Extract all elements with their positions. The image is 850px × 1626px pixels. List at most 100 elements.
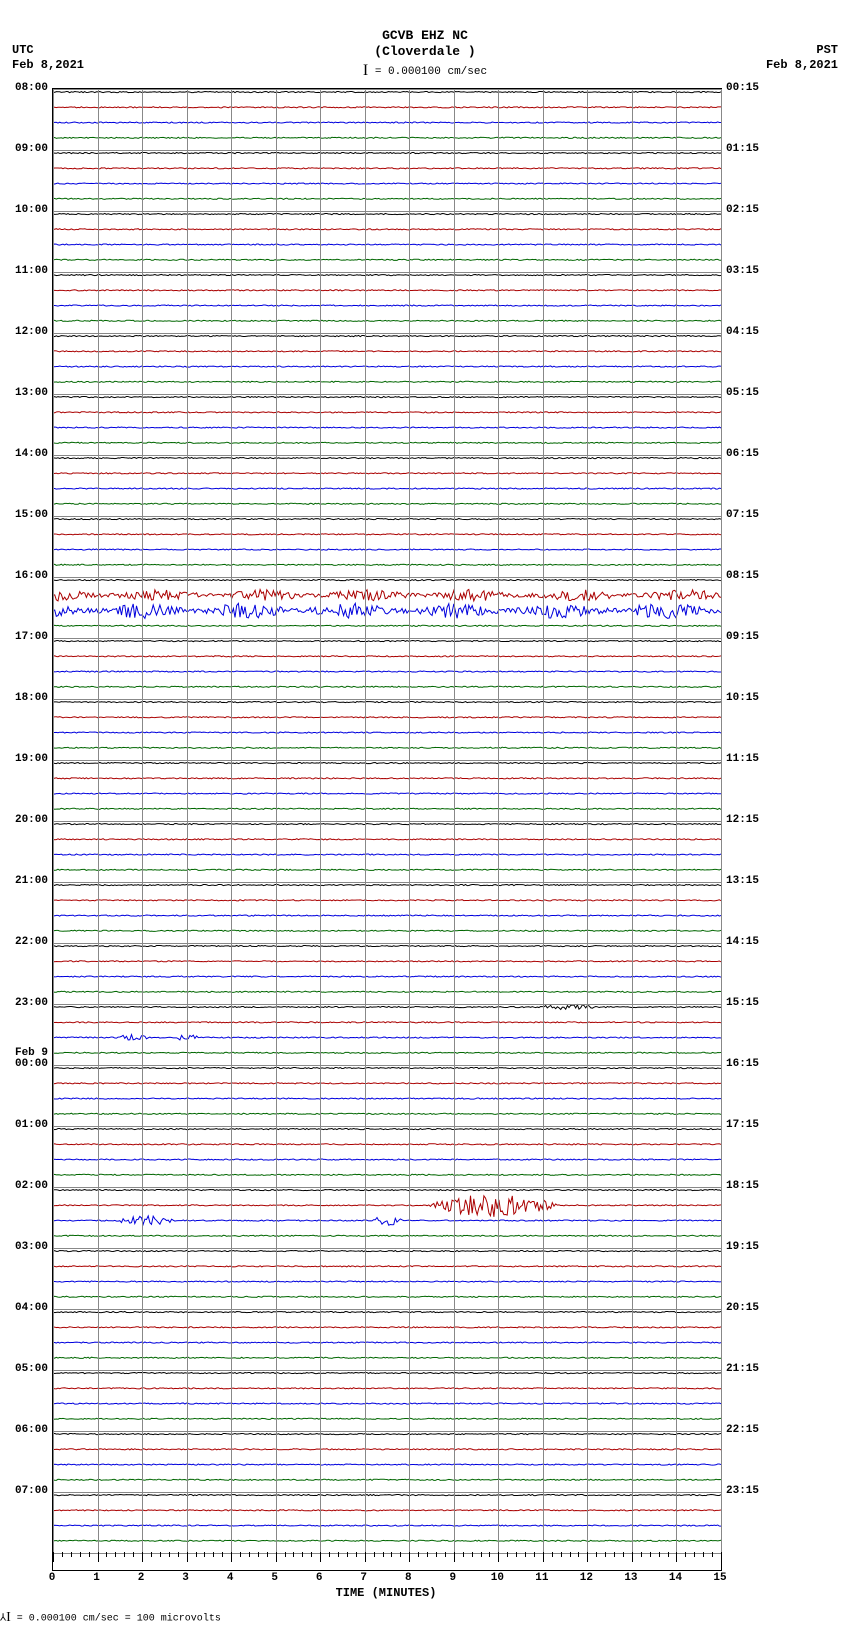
seismic-trace [53,381,721,382]
tick-minor [570,1552,571,1557]
seismic-trace [53,869,721,870]
right-time-label: 01:15 [726,143,759,155]
tick-major [187,1552,188,1562]
right-time-label: 14:15 [726,936,759,948]
tick-minor [213,1552,214,1557]
grid-horizontal [53,1370,721,1371]
tick-minor [659,1552,660,1557]
seismic-trace [53,1113,721,1114]
seismic-trace [53,976,721,977]
tick-minor [338,1552,339,1557]
tick-minor [258,1552,259,1557]
right-time-label: 00:15 [726,82,759,94]
seismic-trace [53,412,721,413]
left-time-label: 01:00 [8,1119,48,1131]
x-tick-label: 1 [87,1572,107,1584]
tick-minor [463,1552,464,1557]
tick-minor [472,1552,473,1557]
tick-minor [204,1552,205,1557]
x-tick-label: 11 [532,1572,552,1584]
tick-minor [650,1552,651,1557]
left-time-label: 09:00 [8,143,48,155]
seismic-trace [53,686,721,687]
tick-minor [106,1552,107,1557]
tick-minor [418,1552,419,1557]
grid-horizontal [53,1187,721,1188]
seismic-trace [53,549,721,550]
left-time-label: 23:00 [8,997,48,1009]
tick-minor [436,1552,437,1557]
tick-minor [89,1552,90,1557]
left-time-label: 06:00 [8,1424,48,1436]
x-tick-label: 8 [398,1572,418,1584]
left-time-label: 11:00 [8,265,48,277]
seismic-trace [53,1342,721,1343]
x-tick-label: 13 [621,1572,641,1584]
seismic-trace [53,427,721,428]
x-tick-label: 0 [42,1572,62,1584]
tick-major [53,1552,54,1562]
seismic-trace [53,1357,721,1358]
seismic-trace [53,1388,721,1389]
seismic-trace [53,259,721,260]
grid-horizontal [53,394,721,395]
seismic-trace [53,732,721,733]
left-timezone: UTC [12,43,34,57]
seismic-trace [53,671,721,672]
tick-major [721,1552,722,1562]
seismic-trace [53,91,721,92]
tick-minor [534,1552,535,1557]
left-time-label: 19:00 [8,753,48,765]
seismic-trace [53,229,721,230]
seismic-trace [53,442,721,443]
tick-minor [302,1552,303,1557]
left-time-label: 07:00 [8,1485,48,1497]
right-time-label: 18:15 [726,1180,759,1192]
seismic-trace [53,534,721,535]
grid-horizontal [53,638,721,639]
tick-minor [694,1552,695,1557]
seismic-trace [53,335,721,336]
seismic-trace [53,1067,721,1068]
seismic-trace [53,603,721,618]
tick-minor [71,1552,72,1557]
grid-horizontal [53,699,721,700]
grid-horizontal [53,1431,721,1432]
seismic-trace [53,854,721,855]
x-tick-label: 7 [354,1572,374,1584]
tick-minor [267,1552,268,1557]
seismic-trace [53,1525,721,1526]
right-time-label: 22:15 [726,1424,759,1436]
left-time-label: 10:00 [8,204,48,216]
left-time-label: 16:00 [8,570,48,582]
seismic-trace [53,1196,721,1217]
grid-horizontal [53,516,721,517]
tick-minor [578,1552,579,1557]
x-tick-label: 12 [576,1572,596,1584]
tick-minor [249,1552,250,1557]
seismic-trace [53,137,721,138]
tick-minor [623,1552,624,1557]
tick-major [676,1552,677,1562]
x-tick-label: 3 [176,1572,196,1584]
seismic-trace [53,457,721,458]
tick-minor [481,1552,482,1557]
left-time-label: 12:00 [8,326,48,338]
tick-minor [311,1552,312,1557]
tick-minor [605,1552,606,1557]
seismic-trace [53,762,721,763]
tick-minor [329,1552,330,1557]
seismic-trace [53,808,721,809]
tick-major [543,1552,544,1562]
seismic-trace [53,1189,721,1190]
seismic-trace [53,579,721,580]
tick-minor [160,1552,161,1557]
x-tick-label: 10 [487,1572,507,1584]
left-time-label: 14:00 [8,448,48,460]
seismic-trace [53,793,721,794]
tick-minor [124,1552,125,1557]
seismic-trace [53,1144,721,1145]
seismic-trace [53,1035,721,1040]
seismic-trace [53,107,721,108]
tick-minor [685,1552,686,1557]
